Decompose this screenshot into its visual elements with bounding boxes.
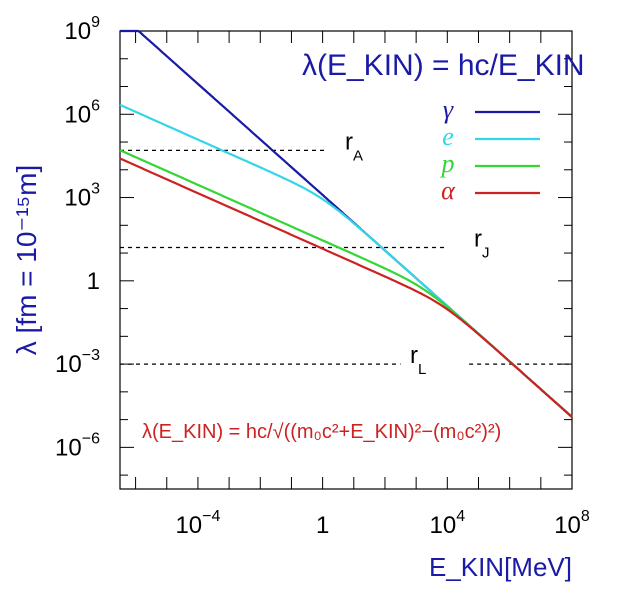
series-curves (119, 29, 573, 418)
legend-label-γ: γ (443, 95, 454, 124)
y-tick-label: 109 (64, 14, 100, 45)
axis-ticks (120, 30, 573, 489)
y-axis-label: λ [fm = 10⁻¹⁵m] (11, 165, 42, 356)
reference-label-r_J: rJ (474, 226, 490, 262)
tick-labels: 10−4 1 104 108 109 106 103 1 10−3 10−6 (55, 14, 590, 539)
series-line-p (119, 149, 573, 418)
reference-label-r_L: rL (410, 342, 426, 378)
formula-massive: λ(E_KIN) = hc/√((m₀c²+E_KIN)²−(m₀c²)²) (142, 421, 501, 443)
plot-frame (119, 30, 573, 490)
legend-label-α: α (441, 176, 456, 205)
x-axis-label: E_KIN[MeV] (429, 552, 572, 582)
x-tick-label: 10−4 (175, 508, 220, 539)
y-tick-label: 1 (87, 268, 100, 295)
legend-label-p: p (440, 149, 455, 178)
series-line-γ (120, 29, 573, 418)
x-tick-label: 108 (554, 508, 590, 539)
y-tick-label: 10−6 (55, 430, 100, 461)
series-line-α (119, 157, 573, 418)
y-tick-label: 106 (64, 97, 100, 128)
x-tick-label: 104 (430, 508, 466, 539)
y-tick-label: 10−3 (55, 347, 100, 378)
legend-label-e: e (442, 122, 454, 151)
chart-title: λ(E_KIN) = hc/E_KIN (302, 49, 585, 82)
y-tick-label: 103 (64, 181, 100, 212)
x-tick-label: 1 (316, 512, 329, 539)
reference-label-r_A: rA (345, 128, 363, 164)
